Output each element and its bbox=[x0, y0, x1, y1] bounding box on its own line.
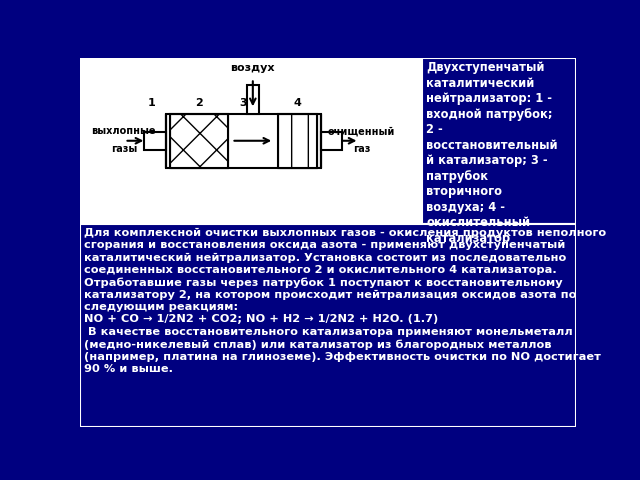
Text: 2: 2 bbox=[195, 97, 202, 108]
Bar bbox=[80, 224, 576, 427]
Text: Для комплексной очистки выхлопных газов - окисления продуктов неполного
сгорания: Для комплексной очистки выхлопных газов … bbox=[84, 228, 606, 374]
Text: Двухступенчатый
каталитический
нейтрализатор: 1 -
входной патрубок;
2 -
восстано: Двухступенчатый каталитический нейтрализ… bbox=[426, 61, 558, 245]
Bar bbox=[170, 114, 228, 168]
Bar bbox=[278, 114, 317, 168]
Bar bbox=[422, 58, 576, 224]
Bar bbox=[166, 114, 321, 168]
Text: очищенный: очищенный bbox=[328, 126, 396, 136]
Text: газ: газ bbox=[353, 144, 371, 154]
Text: 1: 1 bbox=[148, 97, 156, 108]
Text: воздух: воздух bbox=[230, 63, 275, 73]
Text: газы: газы bbox=[111, 144, 137, 154]
Bar bbox=[321, 132, 342, 150]
Bar bbox=[278, 114, 317, 168]
Text: выхлопные: выхлопные bbox=[92, 126, 156, 136]
Text: 3: 3 bbox=[240, 97, 247, 108]
Bar bbox=[170, 114, 228, 168]
Bar bbox=[144, 132, 166, 150]
Bar bbox=[80, 58, 422, 224]
Bar bbox=[246, 84, 259, 114]
Text: 4: 4 bbox=[294, 97, 301, 108]
